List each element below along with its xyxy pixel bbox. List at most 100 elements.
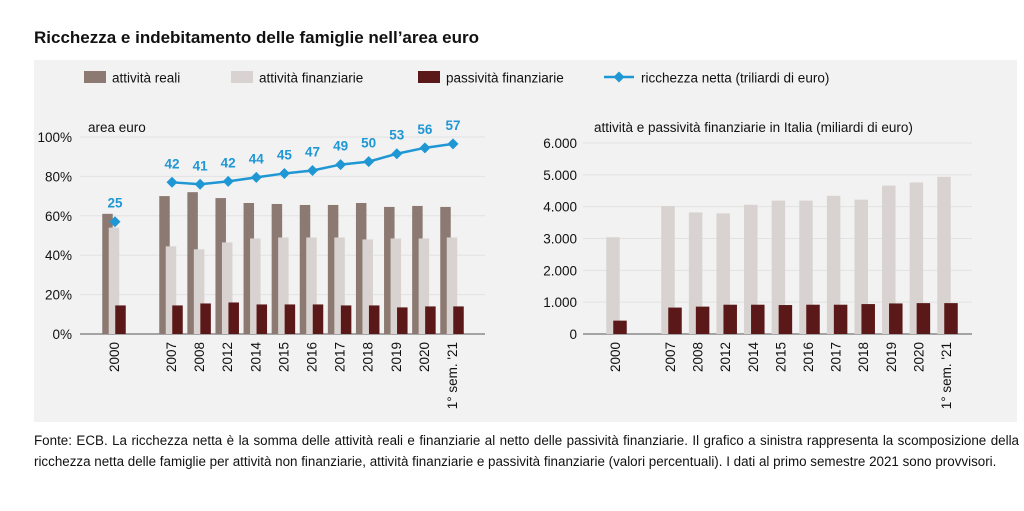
left-net-point: [335, 159, 347, 171]
right-x-tick: 2007: [663, 342, 678, 372]
right-y-tick: 5.000: [543, 168, 577, 183]
left-net-label: 56: [417, 122, 433, 137]
left-x-tick: 2016: [305, 342, 320, 372]
right-bar-liab: [889, 303, 903, 334]
left-net-label: 50: [361, 136, 376, 151]
left-bar-liab: [312, 304, 324, 334]
left-x-tick: 2018: [361, 342, 376, 372]
left-bar-liab: [172, 305, 183, 334]
right-bar-liab: [944, 303, 958, 334]
right-bar-fin: [771, 200, 786, 334]
right-x-tick: 2000: [608, 342, 623, 372]
left-bar-liab: [115, 305, 126, 334]
right-x-tick: 2018: [856, 342, 871, 372]
right-bar-liab: [833, 304, 848, 334]
right-x-tick: 2014: [746, 342, 761, 373]
left-net-point: [250, 171, 262, 183]
left-x-tick: 2007: [164, 342, 179, 372]
left-bar-real: [355, 202, 367, 334]
left-y-tick: 20%: [45, 288, 72, 303]
right-bar-fin: [799, 200, 813, 334]
left-bar-fin: [165, 246, 177, 334]
left-bar-liab: [397, 307, 408, 334]
left-y-tick: 100%: [37, 130, 72, 145]
left-bar-fin: [193, 249, 205, 334]
left-net-label: 42: [164, 156, 179, 171]
left-bar-fin: [221, 242, 233, 334]
right-bar-fin: [882, 185, 896, 334]
legend-label-3: ricchezza netta (triliardi di euro): [641, 71, 829, 86]
left-bar-real: [412, 205, 423, 334]
right-x-tick: 2017: [829, 342, 844, 372]
legend-swatch-1: [231, 71, 253, 83]
right-bar-fin: [744, 204, 758, 334]
legend-swatch-2: [418, 71, 440, 83]
left-bar-fin: [362, 239, 373, 334]
legend-label-0: attività reali: [112, 71, 180, 86]
left-net-label: 47: [305, 144, 320, 159]
legend-marker-3: [613, 71, 625, 83]
left-net-label: 57: [445, 118, 460, 133]
left-bar-real: [440, 206, 451, 334]
left-y-tick: 40%: [45, 248, 72, 263]
right-bar-liab: [613, 320, 627, 334]
charts-svg: attività reali attività finanziarie passiv…: [37, 71, 972, 409]
left-bar-fin: [418, 238, 430, 334]
left-bar-liab: [228, 302, 239, 334]
left-bar-liab: [425, 306, 436, 334]
left-net-point: [194, 178, 206, 190]
left-x-tick: 2012: [220, 342, 235, 372]
left-x-tick: 2000: [107, 342, 122, 372]
left-net-point: [278, 167, 290, 179]
right-y-tick: 2.000: [543, 263, 577, 278]
left-bar-real: [187, 192, 198, 334]
left-bar-fin: [250, 238, 261, 334]
chart-left: 0% 20% 40% 60% 80% 100% area euro 2000 2007 2008 2…: [37, 118, 485, 409]
right-bar-fin: [716, 213, 730, 334]
right-x-tick: 1° sem. '21: [939, 342, 954, 409]
legend: attività reali attività finanziarie passiv…: [84, 71, 829, 86]
left-bar-real: [243, 202, 255, 334]
left-net-label: 45: [277, 147, 293, 162]
right-bar-liab: [751, 304, 765, 334]
legend-label-1: attività finanziarie: [259, 71, 363, 86]
left-net-label: 49: [333, 139, 348, 154]
left-x-tick: 1° sem. '21: [445, 342, 460, 409]
left-net-label: 53: [389, 128, 405, 143]
left-bar-liab: [200, 303, 211, 334]
left-bar-liab: [368, 305, 380, 334]
right-x-tick: 2016: [801, 342, 816, 372]
left-bar-real: [384, 206, 395, 334]
left-bar-real: [271, 203, 283, 334]
legend-label-2: passività finanziarie: [446, 71, 564, 86]
left-net-point: [363, 156, 375, 168]
left-net-point: [447, 138, 459, 150]
right-x-tick: 2019: [884, 342, 899, 372]
right-bar-fin: [661, 206, 675, 334]
right-y-tick: 0: [569, 327, 577, 342]
left-bar-fin: [108, 227, 120, 334]
left-bar-liab: [340, 305, 352, 334]
right-bar-liab: [723, 304, 737, 334]
right-y-tick: 3.000: [543, 232, 577, 247]
left-x-tick: 2015: [276, 342, 291, 372]
left-bar-fin: [446, 237, 458, 334]
right-bar-fin: [854, 199, 868, 334]
left-bar-real: [215, 198, 226, 334]
chart-right: 0 1.000 2.000 3.000 4.000 5.000 6.000 attività …: [543, 120, 972, 409]
right-bar-liab: [916, 303, 931, 334]
right-bar-fin: [909, 182, 924, 334]
right-bar-liab: [695, 306, 710, 334]
left-bar-fin: [278, 237, 289, 334]
left-net-point: [222, 175, 234, 187]
left-bar-real: [159, 196, 170, 334]
left-chart-subtitle: area euro: [88, 120, 146, 135]
left-net-label: 41: [193, 158, 209, 173]
right-chart-subtitle: attività e passività finanziarie in Ital…: [594, 120, 913, 135]
right-y-tick: 6.000: [543, 136, 577, 151]
left-bar-real: [327, 204, 339, 334]
left-net-point: [166, 176, 178, 188]
right-bar-fin: [606, 237, 620, 334]
left-net-point: [109, 216, 121, 228]
left-net-point: [391, 148, 403, 160]
